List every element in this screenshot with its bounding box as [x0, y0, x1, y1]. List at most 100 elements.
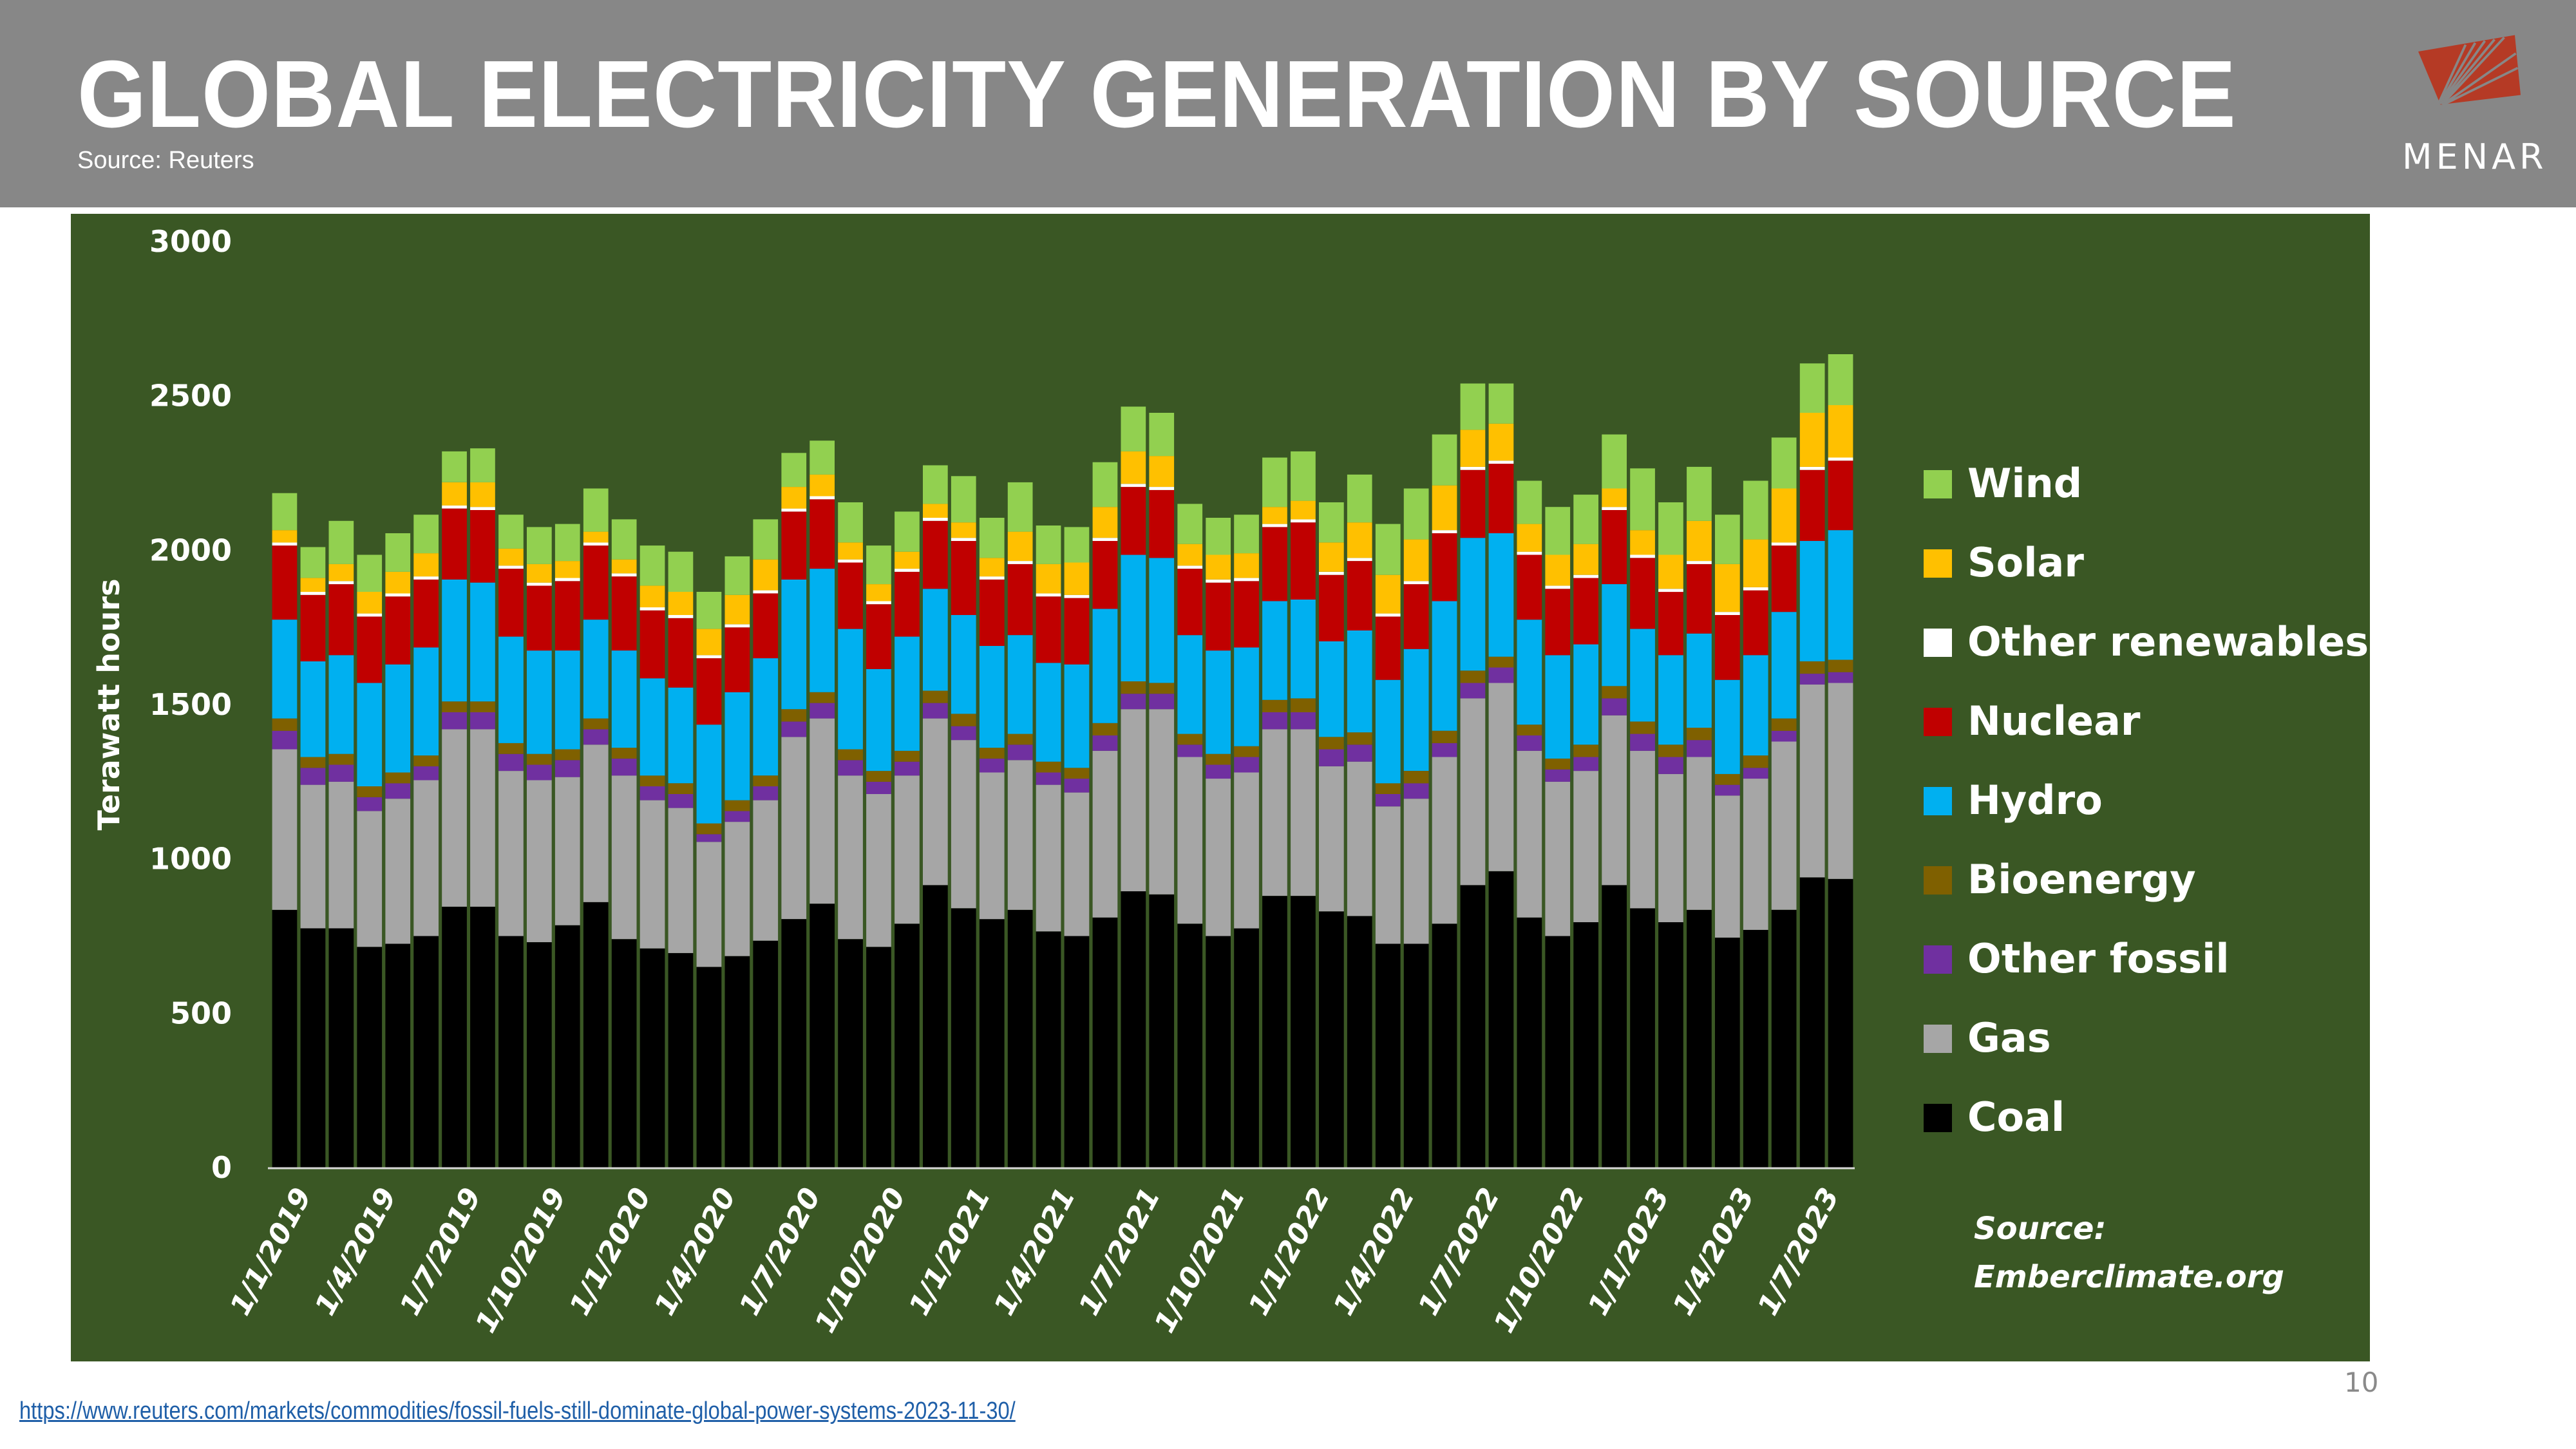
bar-segment-wind [1347, 474, 1372, 523]
bar-segment-coal [1488, 871, 1514, 1168]
bar-segment-other-renewables [385, 593, 411, 597]
bar-stack [1630, 468, 1655, 1168]
bar-segment-other-fossil [866, 781, 891, 794]
bar-segment-wind [1771, 437, 1797, 489]
y-tick-label: 3000 [149, 224, 232, 259]
bar-stack [1347, 474, 1372, 1168]
bar-segment-bioenergy [979, 748, 1005, 759]
bar-segment-bioenergy [753, 775, 779, 786]
bar-segment-other-renewables [1234, 578, 1259, 582]
bar-segment-gas [1828, 683, 1853, 879]
bar-segment-solar [1149, 456, 1175, 487]
bar-segment-solar [498, 548, 524, 566]
bar-segment-wind [498, 515, 524, 549]
bar-segment-solar [724, 594, 750, 625]
bar-segment-wind [696, 592, 722, 629]
bar-segment-solar [838, 542, 863, 560]
source-link[interactable]: https://www.reuters.com/markets/commodit… [19, 1397, 1016, 1425]
bar-segment-other-fossil [1121, 694, 1146, 710]
bar-segment-gas [1121, 709, 1146, 891]
bar-stack [1007, 482, 1033, 1168]
bar-segment-other-renewables [1007, 561, 1033, 564]
bar-segment-nuclear [1375, 616, 1401, 680]
bar-segment-solar [1036, 564, 1061, 594]
bar-segment-gas [1743, 779, 1768, 930]
bar-segment-solar [1715, 564, 1740, 612]
bar-segment-nuclear [554, 581, 580, 651]
legend-swatch-solar [1924, 549, 1952, 578]
bar-segment-other-renewables [724, 624, 750, 628]
bar-segment-other-renewables [753, 590, 779, 594]
bar-segment-wind [724, 556, 750, 595]
bar-segment-coal [1206, 936, 1231, 1168]
bar-segment-gas [1403, 799, 1429, 944]
bars-group [272, 354, 1853, 1168]
source-note-line1: Source: [1974, 1211, 2107, 1247]
bar-segment-other-renewables [951, 538, 976, 541]
bar-segment-solar [328, 564, 354, 582]
legend-label: Other fossil [1967, 935, 2230, 982]
bar-segment-coal [1319, 911, 1344, 1168]
bar-segment-wind [1092, 462, 1118, 507]
bar-segment-hydro [554, 650, 580, 750]
bar-segment-other-fossil [1573, 757, 1598, 772]
bar-segment-wind [1630, 468, 1655, 531]
bar-segment-other-renewables [1517, 551, 1542, 555]
bar-segment-coal [1234, 928, 1259, 1168]
bar-segment-other-renewables [895, 569, 920, 572]
bar-segment-bioenergy [1573, 744, 1598, 757]
bar-segment-other-renewables [639, 607, 665, 611]
bar-segment-hydro [1234, 647, 1259, 746]
bar-stack [554, 524, 580, 1168]
logo-text: MENAR [2402, 137, 2548, 177]
bar-segment-other-fossil [527, 764, 552, 781]
bar-segment-other-fossil [1262, 712, 1287, 730]
bar-segment-bioenergy [696, 823, 722, 835]
bar-segment-solar [1602, 488, 1627, 507]
bar-segment-bioenergy [385, 772, 411, 784]
x-tick-label: 1/7/2023 [1752, 1182, 1846, 1321]
bar-segment-solar [866, 584, 891, 601]
bar-segment-hydro [1517, 620, 1542, 725]
bar-stack [923, 465, 948, 1168]
bar-segment-other-fossil [1177, 744, 1203, 757]
bar-segment-nuclear [272, 545, 298, 620]
bar-segment-hydro [866, 668, 891, 772]
bar-segment-wind [272, 493, 298, 531]
bar-stack [1319, 502, 1344, 1168]
bar-stack [1064, 527, 1090, 1168]
menar-logo-icon [2418, 35, 2521, 106]
x-tick-label: 1/1/2020 [564, 1182, 658, 1321]
bar-segment-nuclear [951, 541, 976, 615]
bar-segment-other-fossil [923, 703, 948, 719]
bar-segment-hydro [951, 615, 976, 714]
bar-segment-hydro [1403, 649, 1429, 771]
bar-segment-gas [1799, 684, 1825, 878]
bar-segment-hydro [923, 589, 948, 691]
bar-segment-bioenergy [272, 718, 298, 731]
bar-segment-wind [1121, 406, 1146, 451]
bar-segment-coal [611, 939, 637, 1168]
bar-segment-bioenergy [583, 718, 609, 730]
bar-segment-wind [1715, 515, 1740, 564]
bar-segment-gas [1771, 741, 1797, 910]
bar-segment-coal [810, 904, 835, 1168]
bar-segment-other-fossil [1715, 784, 1740, 796]
bar-segment-other-renewables [1743, 587, 1768, 591]
bar-segment-other-renewables [1828, 457, 1853, 461]
bar-segment-nuclear [781, 511, 807, 580]
bar-segment-solar [1828, 405, 1853, 458]
bar-segment-other-fossil [1432, 743, 1457, 757]
bar-segment-gas [611, 775, 637, 940]
bar-segment-hydro [300, 661, 326, 757]
bar-segment-solar [583, 531, 609, 543]
bar-segment-hydro [357, 683, 383, 786]
bar-segment-gas [470, 729, 495, 907]
bar-segment-nuclear [1291, 522, 1316, 600]
bar-segment-other-fossil [1771, 730, 1797, 742]
bar-segment-other-renewables [328, 581, 354, 585]
bar-segment-solar [1799, 413, 1825, 467]
bar-segment-nuclear [1234, 581, 1259, 648]
bar-segment-nuclear [1545, 589, 1571, 656]
bar-segment-coal [1403, 943, 1429, 1168]
